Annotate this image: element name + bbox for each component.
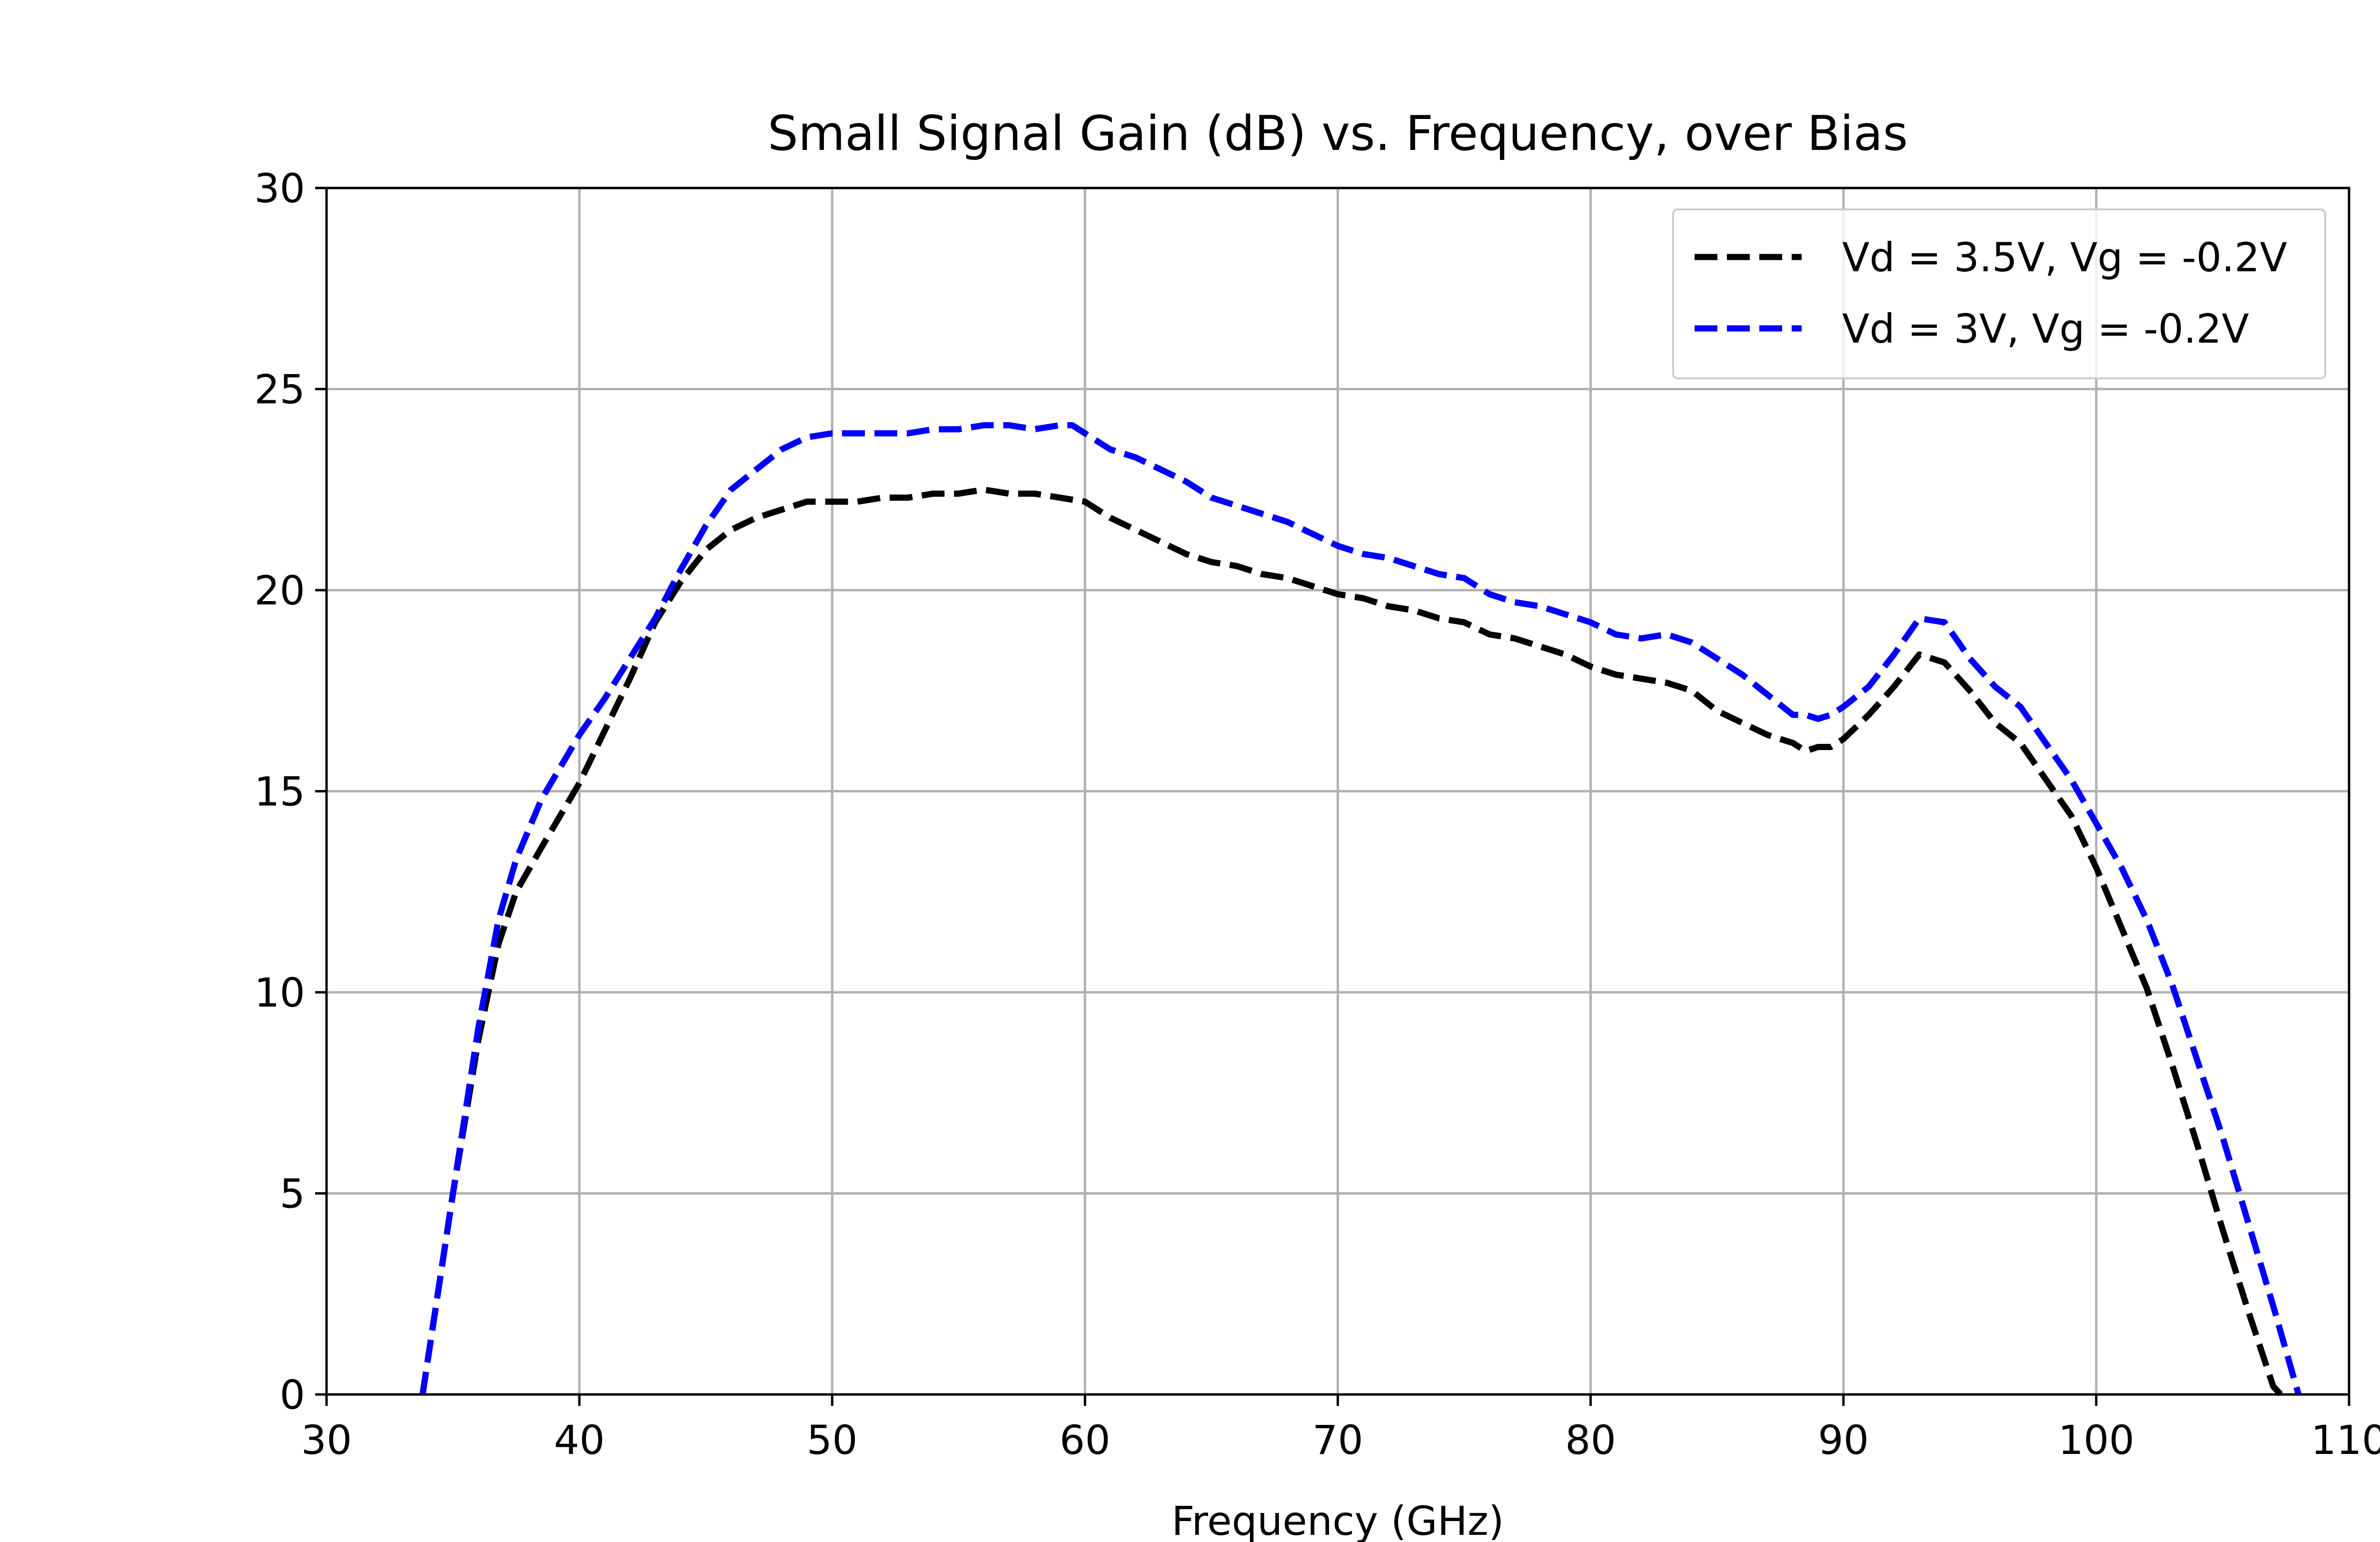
legend-label-series-2: Vd = 3V, Vg = -0.2V: [1842, 306, 2249, 352]
y-tick-label: 0: [280, 1372, 305, 1418]
series-lines: [419, 422, 2302, 1397]
legend-box: [1672, 208, 2326, 379]
legend-label-series-1: Vd = 3.5V, Vg = -0.2V: [1842, 234, 2287, 281]
y-tick-label: 25: [254, 366, 305, 413]
y-tick-label: 15: [254, 769, 305, 815]
x-tick-label: 30: [301, 1417, 352, 1463]
y-tick-label: 20: [254, 567, 305, 614]
x-tick-label: 60: [1060, 1417, 1111, 1463]
series-line-1: [419, 486, 2283, 1397]
x-tick-label: 110: [2311, 1417, 2380, 1463]
series-line-2: [419, 422, 2302, 1395]
x-tick-label: 100: [2058, 1417, 2134, 1463]
x-tick-label: 70: [1312, 1417, 1363, 1463]
chart-title: Small Signal Gain (dB) vs. Frequency, ov…: [768, 105, 1908, 161]
y-tick-label: 5: [280, 1171, 305, 1217]
x-tick-label: 40: [554, 1417, 605, 1463]
y-tick-label: 10: [254, 969, 305, 1016]
x-axis-label: Frequency (GHz): [1171, 1498, 1504, 1542]
x-tick-label: 50: [807, 1417, 858, 1463]
axis-ticks: 30 40 50 60 70 80 90 100 110 0 5 10 15 20 25 30: [254, 165, 2380, 1463]
x-tick-label: 80: [1565, 1417, 1616, 1463]
legend: Vd = 3.5V, Vg = -0.2V Vd = 3V, Vg = -0.2…: [1672, 208, 2326, 379]
x-tick-label: 90: [1818, 1417, 1869, 1463]
y-tick-label: 30: [254, 165, 305, 212]
